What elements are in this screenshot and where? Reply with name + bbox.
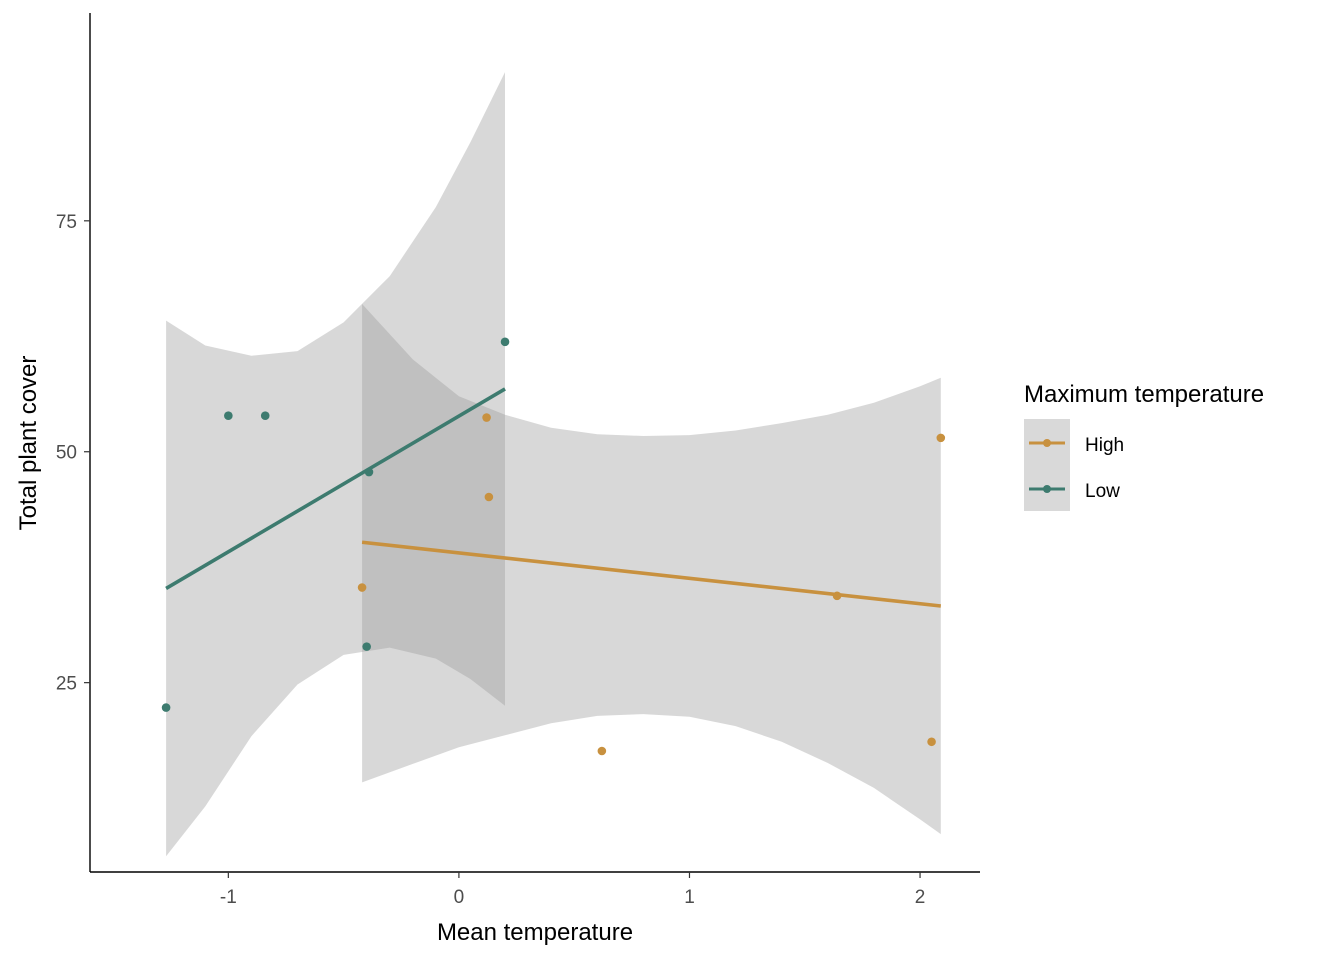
data-point-low-4 (364, 467, 374, 477)
data-point-low-5 (500, 337, 510, 347)
data-point-low-3 (362, 642, 371, 651)
legend-key-high (1029, 439, 1065, 447)
data-point-high-3 (597, 746, 607, 756)
legend-title: Maximum temperature (1024, 381, 1264, 408)
ci-bands (166, 72, 941, 857)
x-tick-label: 0 (454, 887, 465, 908)
data-point-high-1 (482, 413, 491, 422)
x-tick-label: 1 (684, 887, 695, 908)
y-axis-title: Total plant cover (15, 356, 42, 531)
data-point-low-1 (224, 411, 233, 421)
data-point-high-4 (832, 591, 842, 601)
data-point-low-2 (260, 411, 270, 421)
x-tick-label: 2 (915, 887, 926, 908)
fit-line-high (361, 540, 942, 608)
fit-line-low (165, 387, 506, 590)
ci-band-low (166, 72, 505, 857)
x-axis-title: Mean temperature (437, 919, 633, 946)
y-tick-label: 50 (56, 443, 77, 464)
x-ticks: -1 0 1 2 (220, 872, 925, 908)
data-point-high-2 (484, 492, 494, 502)
legend-label-high: High (1085, 435, 1124, 456)
x-tick-label: -1 (220, 887, 237, 908)
y-tick-label: 25 (56, 674, 77, 695)
fit-lines (165, 387, 942, 608)
data-points (161, 337, 946, 756)
data-point-high-0 (357, 583, 367, 592)
legend-label-low: Low (1085, 481, 1120, 502)
ci-band-high (362, 304, 941, 835)
legend-key-low-point (1043, 485, 1051, 493)
data-point-high-6 (936, 433, 946, 443)
y-ticks: 25 50 75 (56, 212, 90, 695)
legend-key-low (1029, 485, 1065, 493)
legend: Maximum temperature High Low (1024, 381, 1264, 511)
legend-key-high-point (1043, 439, 1051, 447)
data-point-low-0 (161, 703, 171, 712)
y-tick-label: 75 (56, 212, 77, 233)
data-point-high-5 (927, 737, 936, 747)
legend-key-background (1024, 419, 1070, 511)
